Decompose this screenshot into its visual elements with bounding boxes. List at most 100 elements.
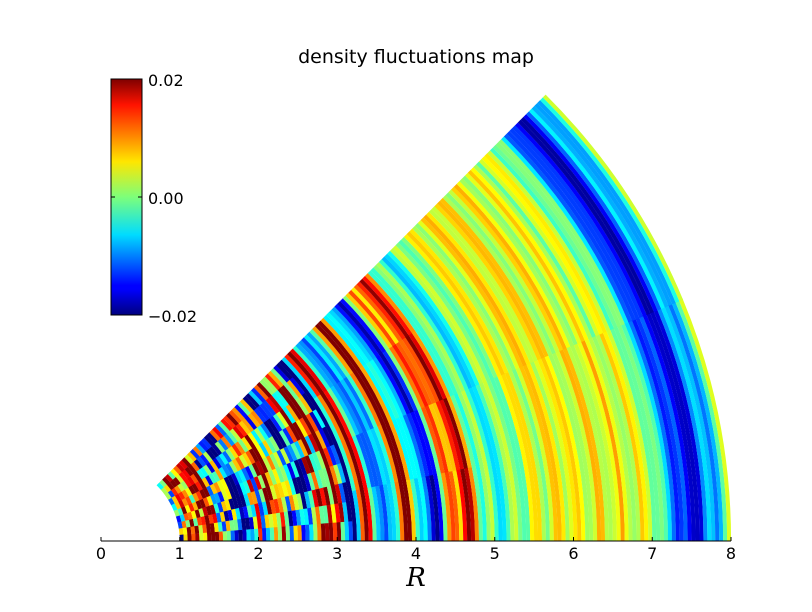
density-cell <box>230 530 235 541</box>
density-cell <box>413 409 438 475</box>
density-cell <box>290 442 302 460</box>
density-cell <box>321 426 334 447</box>
density-cell <box>314 429 327 450</box>
density-cell <box>405 334 444 401</box>
density-cell <box>225 462 235 475</box>
density-cell <box>300 436 313 456</box>
density-cell <box>186 526 192 535</box>
density-cell <box>175 515 182 523</box>
density-cell <box>307 490 315 508</box>
density-cell <box>193 471 202 482</box>
density-cell <box>382 350 418 412</box>
density-cell <box>272 413 286 430</box>
density-cell <box>192 492 200 502</box>
density-cell <box>548 353 590 541</box>
density-cell <box>468 386 503 541</box>
density-cell <box>242 395 257 411</box>
density-cell <box>199 453 210 465</box>
density-cell <box>223 433 235 447</box>
density-cell <box>398 339 436 404</box>
density-cell <box>257 528 263 541</box>
density-cell <box>518 365 558 541</box>
density-cell <box>344 438 364 490</box>
density-cell <box>189 518 195 527</box>
density-cell <box>265 454 276 471</box>
x-axis: 0 1 2 3 4 5 6 7 8 <box>96 537 736 563</box>
density-cell <box>205 505 213 516</box>
density-cell <box>331 306 377 360</box>
density-cell <box>231 484 240 498</box>
density-cell <box>182 527 188 535</box>
density-cell <box>322 486 331 506</box>
density-cell <box>243 493 251 507</box>
density-cell <box>253 384 269 401</box>
x-axis-label: R <box>405 563 426 593</box>
density-cell <box>268 435 280 452</box>
density-cell <box>373 425 395 484</box>
x-tick-label: 4 <box>411 544 421 563</box>
density-cell <box>194 509 201 519</box>
density-cell <box>171 495 179 504</box>
density-cell <box>162 476 170 485</box>
density-cell <box>167 471 176 480</box>
density-cell <box>286 444 298 462</box>
density-cell <box>348 289 396 347</box>
density-cell <box>258 441 270 457</box>
density-cell <box>277 497 284 513</box>
density-cell <box>540 356 582 541</box>
density-cell <box>244 415 258 430</box>
density-cell <box>264 373 281 391</box>
density-cell <box>307 507 314 525</box>
density-cell <box>179 514 186 522</box>
density-cell <box>211 443 223 456</box>
density-cell <box>336 521 342 541</box>
density-cell <box>176 462 185 472</box>
density-cell <box>417 476 428 541</box>
density-cell <box>269 453 280 469</box>
density-cell <box>269 484 278 500</box>
density-cell <box>172 476 181 486</box>
density-cell <box>226 412 239 426</box>
density-cell <box>256 405 270 421</box>
density-cell <box>395 341 433 406</box>
density-cell <box>166 481 175 491</box>
density-cell <box>303 334 344 382</box>
density-cell <box>178 499 185 508</box>
density-cell <box>295 397 310 416</box>
density-cell <box>275 410 290 428</box>
density-cell <box>279 511 286 527</box>
density-cell <box>230 472 240 486</box>
density-cell <box>348 520 354 541</box>
density-cell <box>348 436 368 489</box>
density-cell <box>229 519 235 531</box>
density-cell <box>307 433 320 453</box>
density-cell <box>446 395 472 469</box>
density-cell <box>181 520 187 529</box>
density-cell <box>313 396 342 444</box>
density-cell <box>261 487 270 502</box>
density-cell <box>222 530 228 541</box>
density-cell <box>177 482 185 492</box>
density-cell <box>237 438 249 453</box>
density-cell <box>194 481 203 491</box>
density-cell <box>362 430 383 486</box>
density-cell <box>378 352 414 413</box>
density-cell <box>212 457 222 469</box>
density-cell <box>231 458 242 472</box>
density-cell <box>248 516 255 530</box>
density-cell <box>217 521 223 532</box>
density-cell <box>288 423 302 441</box>
density-cell <box>417 220 520 370</box>
density-cell <box>188 485 196 495</box>
density-cell <box>304 454 315 473</box>
density-cell <box>562 347 606 541</box>
density-cell <box>265 500 273 515</box>
density-cell <box>164 492 172 500</box>
density-cell <box>242 529 247 541</box>
density-cell <box>420 217 524 368</box>
density-cell <box>206 432 218 444</box>
density-cell <box>183 512 190 521</box>
density-cell <box>377 424 399 483</box>
density-cell <box>265 437 277 454</box>
